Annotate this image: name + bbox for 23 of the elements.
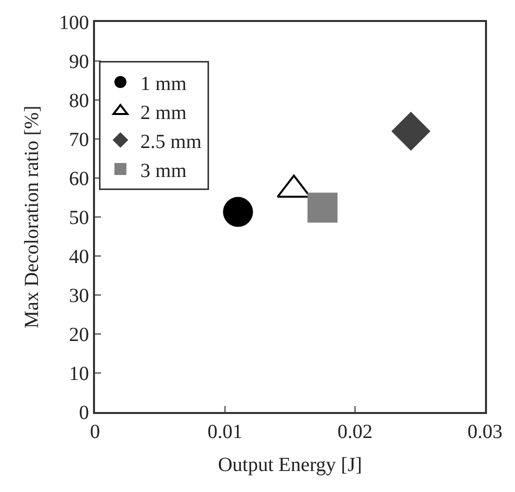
y-tick-label: 40 [69, 246, 89, 268]
y-tick-label: 0 [79, 402, 89, 424]
y-tick-label: 20 [69, 324, 89, 346]
y-tick-label: 60 [69, 168, 89, 190]
y-tick-label: 70 [69, 129, 89, 151]
x-tick-label: 0.01 [208, 421, 242, 443]
y-tick-label: 10 [69, 363, 89, 385]
legend-label: 2 mm [140, 102, 187, 124]
y-tick-label: 100 [59, 12, 89, 34]
legend-label: 1 mm [140, 72, 187, 95]
x-tick-label: 0.03 [468, 421, 502, 443]
y-tick-label: 50 [69, 207, 89, 229]
y-tick-label: 90 [69, 51, 89, 73]
x-axis-title: Output Energy [J] [218, 454, 362, 476]
y-tick-label: 80 [69, 90, 89, 112]
legend-label: 3 mm [140, 160, 187, 182]
y-tick-label: 30 [69, 285, 89, 307]
legend-label: 2.5 mm [140, 130, 202, 153]
point [308, 192, 338, 223]
y-axis-title: Max Decoloration ratio [%] [21, 106, 43, 328]
point [223, 196, 253, 227]
point [391, 112, 430, 151]
x-tick-label: 0.02 [338, 421, 372, 443]
